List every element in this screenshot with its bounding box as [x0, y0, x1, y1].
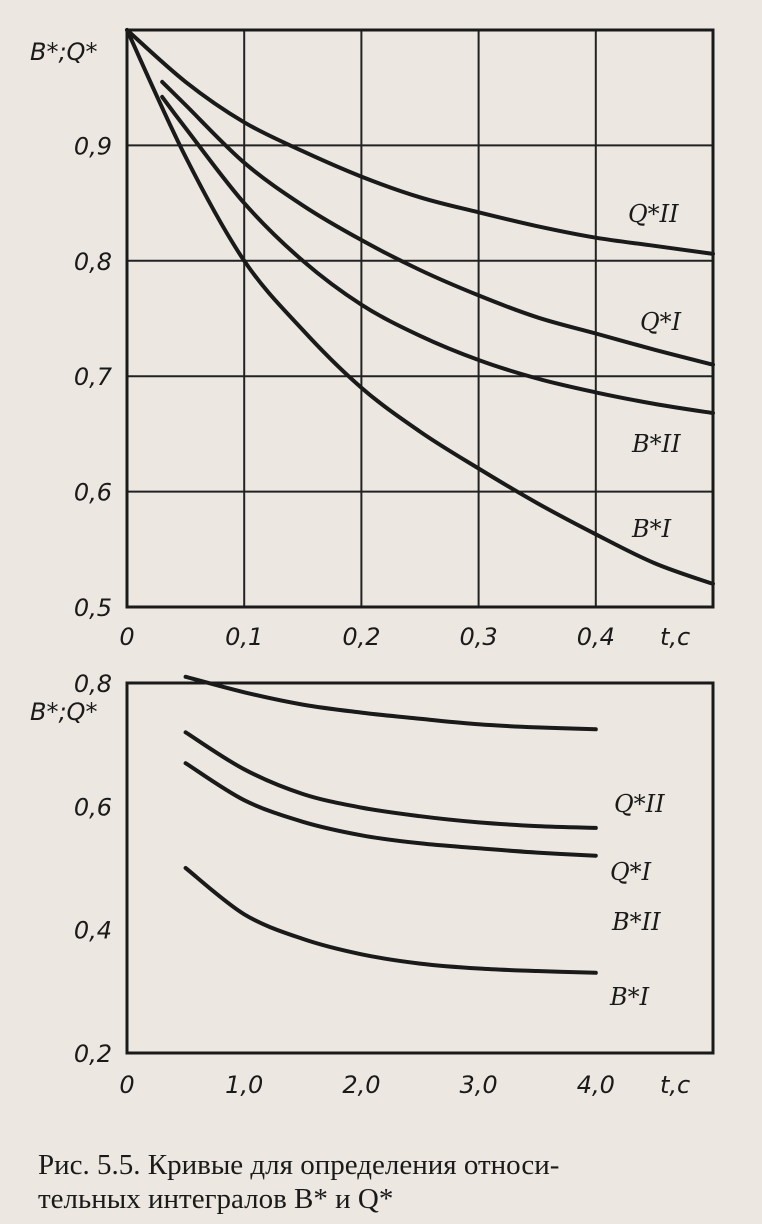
bottom-y-tick-label: 0,8: [74, 670, 112, 698]
bottom-plot-frame: [125, 681, 715, 1055]
top-series-bii-line: [160, 94, 715, 416]
chart-top: 0 0,1 0,2 0,3 0,4 0,9 0,8 0,7 0,6 0,5 B*;Q* t,c Q*II…: [30, 28, 715, 651]
top-y-tick-label: 0,7: [74, 363, 113, 391]
bottom-y-tick-label: 0,2: [74, 1040, 112, 1068]
figure-caption: Рис. 5.5. Кривые для определения относи-…: [38, 1148, 748, 1216]
bottom-x-tick-label: 2,0: [342, 1071, 380, 1099]
bottom-series-qii-line: [183, 674, 598, 732]
top-x-tick-label: 0,2: [342, 623, 380, 651]
top-x-axis-label: t,c: [660, 623, 690, 651]
top-y-axis-label: B*;Q*: [30, 38, 97, 66]
top-y-tick-label: 0,8: [74, 248, 112, 276]
bottom-series-bii-line: [183, 761, 598, 858]
bottom-curve-label: Q*II: [614, 790, 665, 818]
top-y-tick-label: 0,9: [74, 132, 112, 160]
top-series-qii-line: [125, 28, 715, 256]
bottom-x-tick-label: 1,0: [225, 1071, 263, 1099]
bottom-curve-label: Q*I: [610, 858, 652, 886]
top-y-tick-label: 0,5: [74, 594, 112, 622]
top-curve-label: Q*I: [640, 308, 682, 336]
top-x-tick-label: 0,1: [225, 623, 263, 651]
top-y-tick-label: 0,6: [74, 479, 112, 507]
bottom-x-tick-label: 3,0: [460, 1071, 498, 1099]
bottom-y-tick-label: 0,4: [74, 917, 112, 945]
bottom-y-tick-label: 0,6: [74, 793, 112, 821]
caption-line-2: тельных интегралов B* и Q*: [38, 1183, 394, 1215]
top-curve-label: B*II: [631, 430, 681, 458]
figure: 0 0,1 0,2 0,3 0,4 0,9 0,8 0,7 0,6 0,5 B*;Q* t,c Q*II…: [30, 28, 715, 1099]
top-x-tick-label: 0: [119, 623, 134, 651]
caption-line-1: Рис. 5.5. Кривые для определения относи-: [38, 1149, 560, 1181]
top-plot-frame: [125, 28, 715, 609]
top-curve-label: Q*II: [628, 200, 679, 228]
bottom-x-tick-label: 4,0: [577, 1071, 615, 1099]
bottom-x-tick-label: 0: [119, 1071, 134, 1099]
top-series-bi-line: [125, 28, 715, 586]
top-x-tick-label: 0,4: [577, 623, 615, 651]
bottom-curve-label: B*I: [609, 983, 650, 1011]
bottom-series-bi-line: [183, 866, 598, 975]
bottom-y-axis-label: B*;Q*: [30, 698, 97, 726]
bottom-series-qi-line: [183, 730, 598, 830]
bottom-curve-label: B*II: [611, 908, 661, 936]
bottom-x-axis-label: t,c: [660, 1071, 690, 1099]
top-series-qi-line: [160, 79, 715, 367]
top-x-tick-label: 0,3: [460, 623, 498, 651]
top-curve-label: B*I: [631, 515, 672, 543]
chart-bottom: 0 1,0 2,0 3,0 4,0 0,8 0,6 0,4 0,2 B*;Q* t,c Q*II Q*I…: [30, 670, 715, 1099]
